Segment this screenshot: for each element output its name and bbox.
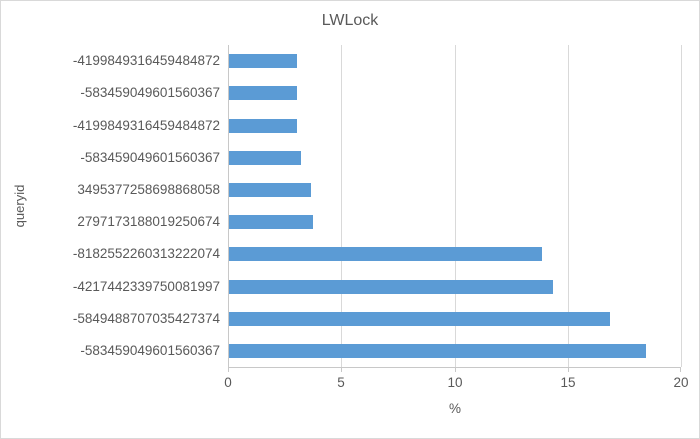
bar bbox=[229, 86, 297, 100]
y-tick-label: -8182552260313222074 bbox=[72, 246, 220, 261]
bar bbox=[229, 151, 301, 165]
x-axis-tick-mark bbox=[341, 367, 342, 372]
x-axis-tick-mark bbox=[228, 367, 229, 372]
y-tick-label: 2797173188019250674 bbox=[77, 214, 220, 229]
bar bbox=[229, 119, 297, 133]
x-axis-tick-mark bbox=[455, 367, 456, 372]
x-tick-label: 10 bbox=[447, 375, 463, 390]
plot-area bbox=[228, 45, 682, 372]
bar bbox=[229, 54, 297, 68]
x-axis-tick-mark bbox=[568, 367, 569, 372]
gridline bbox=[568, 45, 569, 367]
y-axis-title: queryid bbox=[12, 184, 27, 228]
y-tick-label: -583459049601560367 bbox=[80, 343, 220, 358]
x-axis-line bbox=[228, 367, 681, 368]
gridline bbox=[681, 45, 682, 367]
x-tick-label: 15 bbox=[560, 375, 576, 390]
y-tick-label: 3495377258698868058 bbox=[77, 182, 220, 197]
gridline bbox=[341, 45, 342, 367]
x-axis-title: % bbox=[448, 401, 461, 416]
bar bbox=[229, 312, 610, 326]
bar bbox=[229, 183, 311, 197]
bar bbox=[229, 280, 553, 294]
x-tick-label: 20 bbox=[673, 375, 689, 390]
y-tick-label: -583459049601560367 bbox=[80, 150, 220, 165]
y-axis-line bbox=[228, 45, 229, 367]
y-tick-label: -4199849316459484872 bbox=[72, 53, 220, 68]
y-tick-label: -583459049601560367 bbox=[80, 85, 220, 100]
y-tick-label: -4217442339750081997 bbox=[72, 279, 220, 294]
bar bbox=[229, 247, 542, 261]
bar bbox=[229, 215, 313, 229]
x-axis-tick-mark bbox=[680, 367, 681, 372]
bar bbox=[229, 344, 646, 358]
y-tick-label: -4199849316459484872 bbox=[72, 118, 220, 133]
gridline bbox=[455, 45, 456, 367]
chart-title: LWLock bbox=[321, 12, 379, 29]
y-tick-label: -5849488707035427374 bbox=[72, 311, 220, 326]
x-tick-label: 0 bbox=[224, 375, 232, 390]
x-tick-label: 5 bbox=[337, 375, 345, 390]
